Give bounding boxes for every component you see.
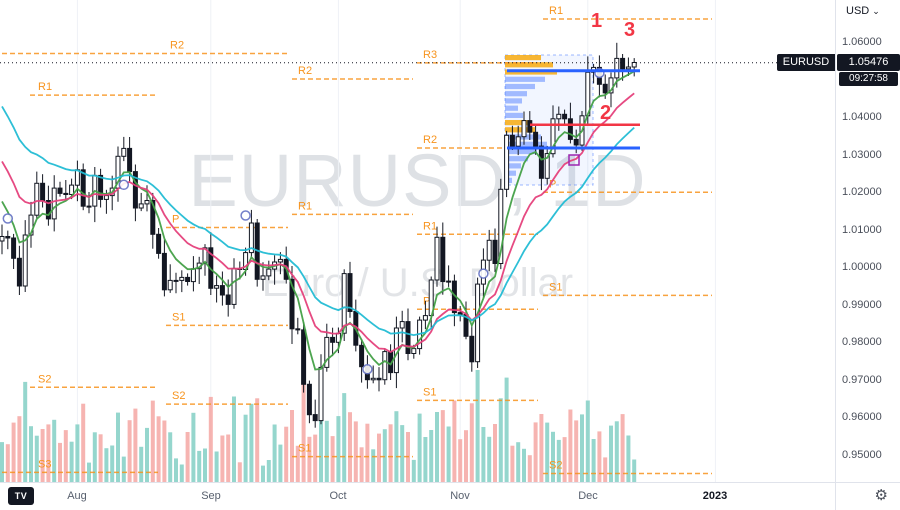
svg-text:R1: R1: [423, 220, 437, 232]
currency-dropdown[interactable]: USD ⌄: [846, 5, 880, 17]
svg-text:R2: R2: [423, 134, 437, 146]
chevron-down-icon: ⌄: [872, 5, 880, 16]
svg-text:R1: R1: [38, 81, 52, 93]
currency-label: USD: [846, 5, 870, 17]
svg-text:R2: R2: [170, 40, 184, 52]
tradingview-logo[interactable]: TV: [8, 487, 34, 505]
price-axis-label: 0.98000: [842, 336, 882, 348]
price-axis-label: 0.99000: [842, 299, 882, 311]
svg-text:P: P: [549, 178, 556, 190]
price-axis-label: 1.00000: [842, 261, 882, 273]
price-axis-label: 0.97000: [842, 374, 882, 386]
symbol-price-flag: EURUSD: [777, 54, 835, 71]
svg-text:R3: R3: [423, 49, 437, 61]
svg-text:S2: S2: [172, 390, 185, 402]
svg-text:S2: S2: [38, 373, 51, 385]
price-chart-svg: R2 R1 S2 S3 P S1 S2 R2 R1 S1 R3 R2 R1 P S1 R1 P S1 S2 1 3 2: [0, 0, 835, 482]
svg-text:S1: S1: [549, 281, 562, 293]
svg-text:R1: R1: [298, 200, 312, 212]
time-axis-month-label: Oct: [329, 490, 347, 502]
svg-text:S1: S1: [172, 311, 185, 323]
price-axis-label: 1.03000: [842, 149, 882, 161]
gear-icon[interactable]: ⚙: [874, 487, 888, 504]
price-axis-label: 1.04000: [842, 111, 882, 123]
price-axis[interactable]: USD ⌄ 1.05476 09:27:58 1.06000 1.04000 1.0…: [835, 0, 900, 482]
chart-canvas[interactable]: EURUSD, 1D Euro / U.S. Dollar R2 R1 S2 S3 P S…: [0, 0, 835, 482]
axis-settings-corner: ⚙: [835, 482, 900, 510]
time-axis-month-label: Sep: [201, 490, 221, 502]
price-axis-label: 1.01000: [842, 224, 882, 236]
time-axis[interactable]: TV Aug Sep Oct Nov Dec 2023: [0, 482, 835, 510]
time-axis-year-label: 2023: [702, 490, 728, 502]
svg-text:1: 1: [591, 10, 602, 32]
price-axis-label: 0.96000: [842, 411, 882, 423]
price-axis-label: 1.02000: [842, 186, 882, 198]
current-price-tag: 1.05476: [837, 54, 900, 71]
svg-text:R2: R2: [298, 65, 312, 77]
time-axis-month-label: Nov: [450, 490, 470, 502]
svg-text:3: 3: [624, 19, 635, 41]
svg-text:S1: S1: [298, 443, 311, 455]
svg-text:P: P: [172, 214, 179, 226]
svg-text:P: P: [423, 295, 430, 307]
time-axis-month-label: Dec: [578, 490, 598, 502]
time-axis-month-label: Aug: [67, 490, 87, 502]
candle-countdown: 09:27:58: [839, 72, 898, 86]
svg-text:2: 2: [600, 102, 611, 124]
svg-text:R1: R1: [549, 5, 563, 17]
price-axis-label: 1.06000: [842, 36, 882, 48]
price-axis-label: 0.95000: [842, 449, 882, 461]
svg-text:S2: S2: [549, 460, 562, 472]
svg-text:S1: S1: [423, 386, 436, 398]
svg-text:S3: S3: [38, 458, 51, 470]
tradingview-logo-mark: TV: [8, 487, 34, 505]
